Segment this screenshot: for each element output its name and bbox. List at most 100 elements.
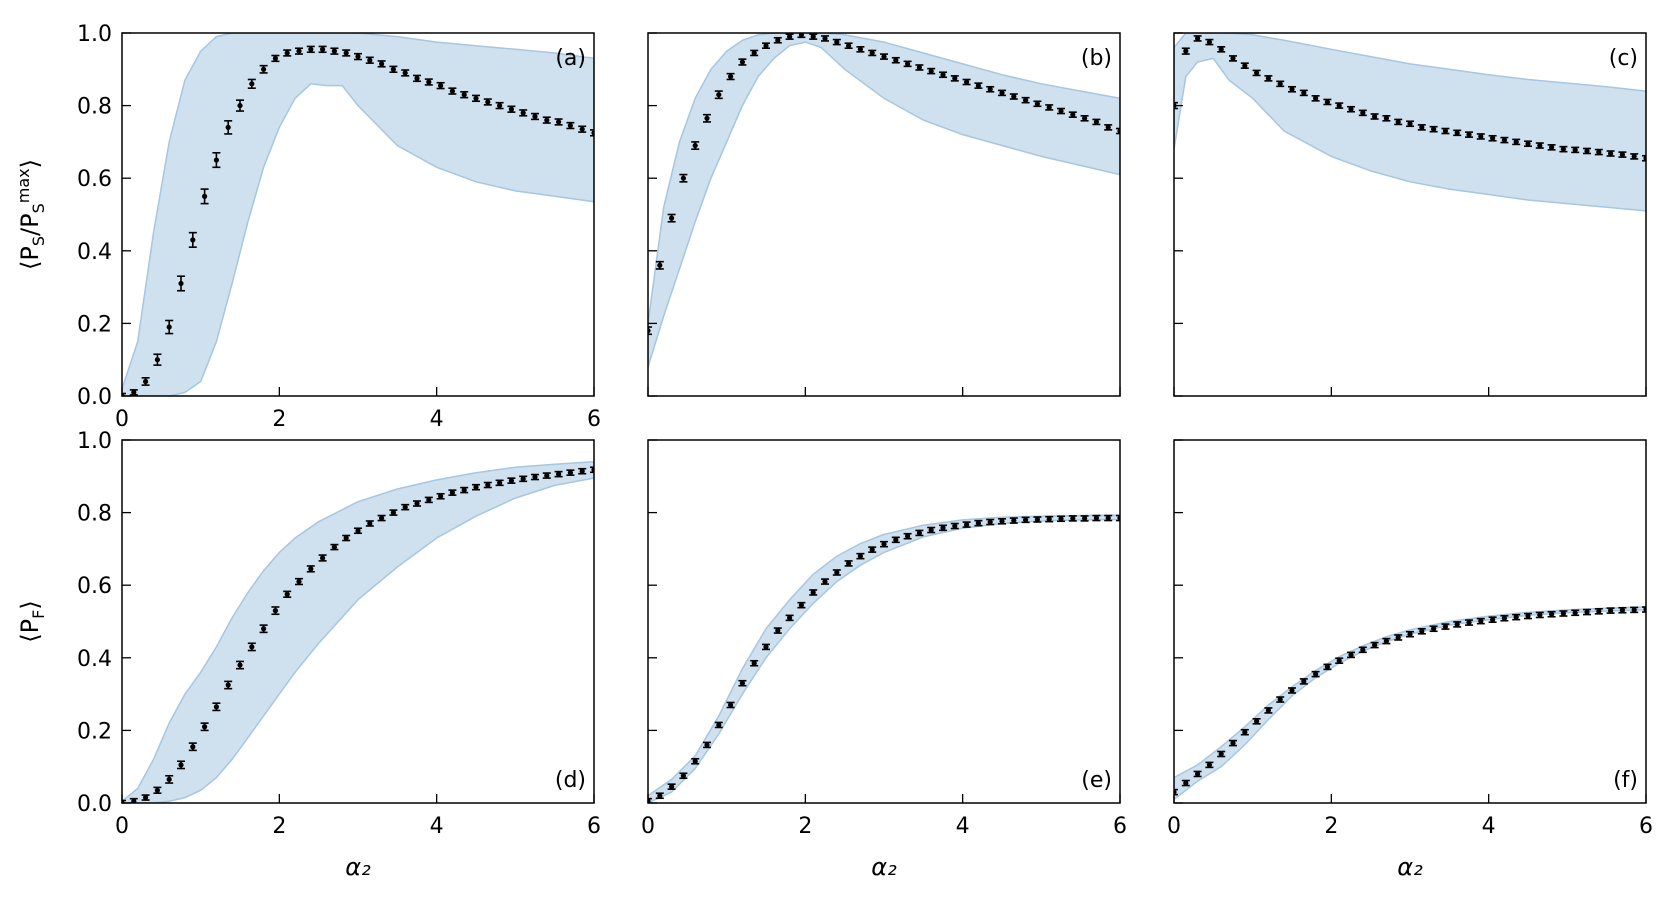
marker: [272, 608, 278, 614]
panel-c: (c): [1173, 32, 1647, 397]
marker: [751, 660, 757, 666]
data-point: [1323, 663, 1332, 671]
data-point: [832, 569, 841, 576]
data-point: [165, 319, 174, 335]
marker: [1442, 623, 1448, 630]
data-point: [1033, 100, 1042, 108]
marker: [928, 68, 934, 74]
x-tick-label: 0: [641, 814, 655, 839]
marker: [485, 99, 491, 105]
marker: [1046, 516, 1052, 522]
marker: [763, 43, 769, 49]
marker: [579, 468, 585, 474]
data-point: [773, 36, 782, 44]
marker: [1596, 149, 1602, 155]
confidence-band-e: [648, 514, 1120, 803]
panel-e: 0 2 4 6(e) α₂: [641, 439, 1127, 881]
marker: [680, 773, 687, 779]
data-point: [1276, 80, 1285, 88]
marker: [520, 476, 526, 482]
data-point: [1630, 606, 1639, 614]
x-tick-label: 6: [1639, 814, 1653, 839]
marker: [1265, 707, 1271, 714]
data-point: [915, 529, 924, 537]
marker: [1336, 658, 1342, 664]
data-point: [1524, 140, 1532, 148]
data-point: [448, 87, 457, 95]
marker: [1560, 146, 1566, 152]
data-point: [1240, 728, 1249, 736]
data-point: [1057, 515, 1065, 523]
data-point: [950, 522, 959, 530]
data-point: [342, 49, 351, 57]
data-point: [483, 481, 492, 489]
marker: [296, 48, 302, 54]
marker: [1619, 152, 1625, 158]
marker: [1549, 144, 1555, 150]
data-point: [1358, 646, 1367, 654]
data-point: [1205, 761, 1214, 769]
marker: [190, 237, 196, 243]
data-point: [247, 642, 256, 652]
data-point: [259, 64, 268, 74]
marker: [1513, 614, 1519, 620]
x-tick-label: 0: [1167, 814, 1181, 839]
marker: [1254, 718, 1260, 724]
data-point: [141, 794, 150, 801]
data-point: [1583, 608, 1591, 616]
data-point: [1323, 98, 1332, 106]
data-point: [1311, 670, 1320, 678]
marker: [1619, 607, 1625, 613]
data-point: [939, 524, 947, 532]
marker: [261, 626, 267, 632]
marker: [1608, 150, 1614, 157]
data-point: [472, 94, 480, 103]
marker: [131, 798, 137, 803]
axes-frame-e: [647, 439, 1121, 804]
data-point: [306, 45, 315, 54]
marker: [916, 530, 923, 536]
data-point: [1535, 142, 1544, 149]
data-point: [903, 532, 912, 540]
marker: [1023, 517, 1029, 523]
data-point: [153, 786, 162, 794]
data-point: [950, 75, 959, 82]
data-point: [566, 121, 575, 130]
data-point: [448, 489, 457, 496]
marker: [1560, 610, 1566, 617]
data-point: [259, 624, 268, 634]
marker: [1431, 126, 1437, 132]
data-point: [1104, 124, 1113, 131]
panel-d: 0.0 0.2 0.4 0.6 0.8 1.0 0 2 4 6(d) α₂ ⟨PF⟩: [16, 429, 601, 881]
data-point: [554, 118, 563, 126]
marker: [1478, 133, 1484, 140]
marker: [1105, 515, 1111, 521]
marker: [1360, 647, 1366, 653]
marker: [520, 110, 526, 116]
marker: [402, 504, 408, 510]
marker: [213, 157, 219, 163]
marker: [1454, 130, 1460, 136]
data-point: [821, 578, 829, 585]
data-point: [809, 589, 818, 596]
marker: [928, 527, 934, 533]
marker: [822, 35, 828, 42]
marker: [497, 103, 503, 109]
data-point: [1382, 115, 1391, 122]
marker: [692, 758, 698, 764]
marker: [556, 119, 562, 125]
confidence-band-f: [1174, 606, 1646, 801]
data-point: [1500, 614, 1509, 622]
data-point: [1594, 148, 1603, 156]
data-point: [283, 49, 292, 57]
panel-label-d: (d): [555, 768, 586, 793]
marker: [1313, 671, 1319, 677]
data-point: [542, 472, 551, 479]
marker: [166, 776, 172, 783]
data-point: [306, 565, 315, 573]
marker: [567, 122, 574, 129]
marker: [544, 472, 550, 479]
marker: [1631, 607, 1637, 613]
data-point: [1406, 120, 1414, 128]
marker: [1242, 729, 1248, 735]
